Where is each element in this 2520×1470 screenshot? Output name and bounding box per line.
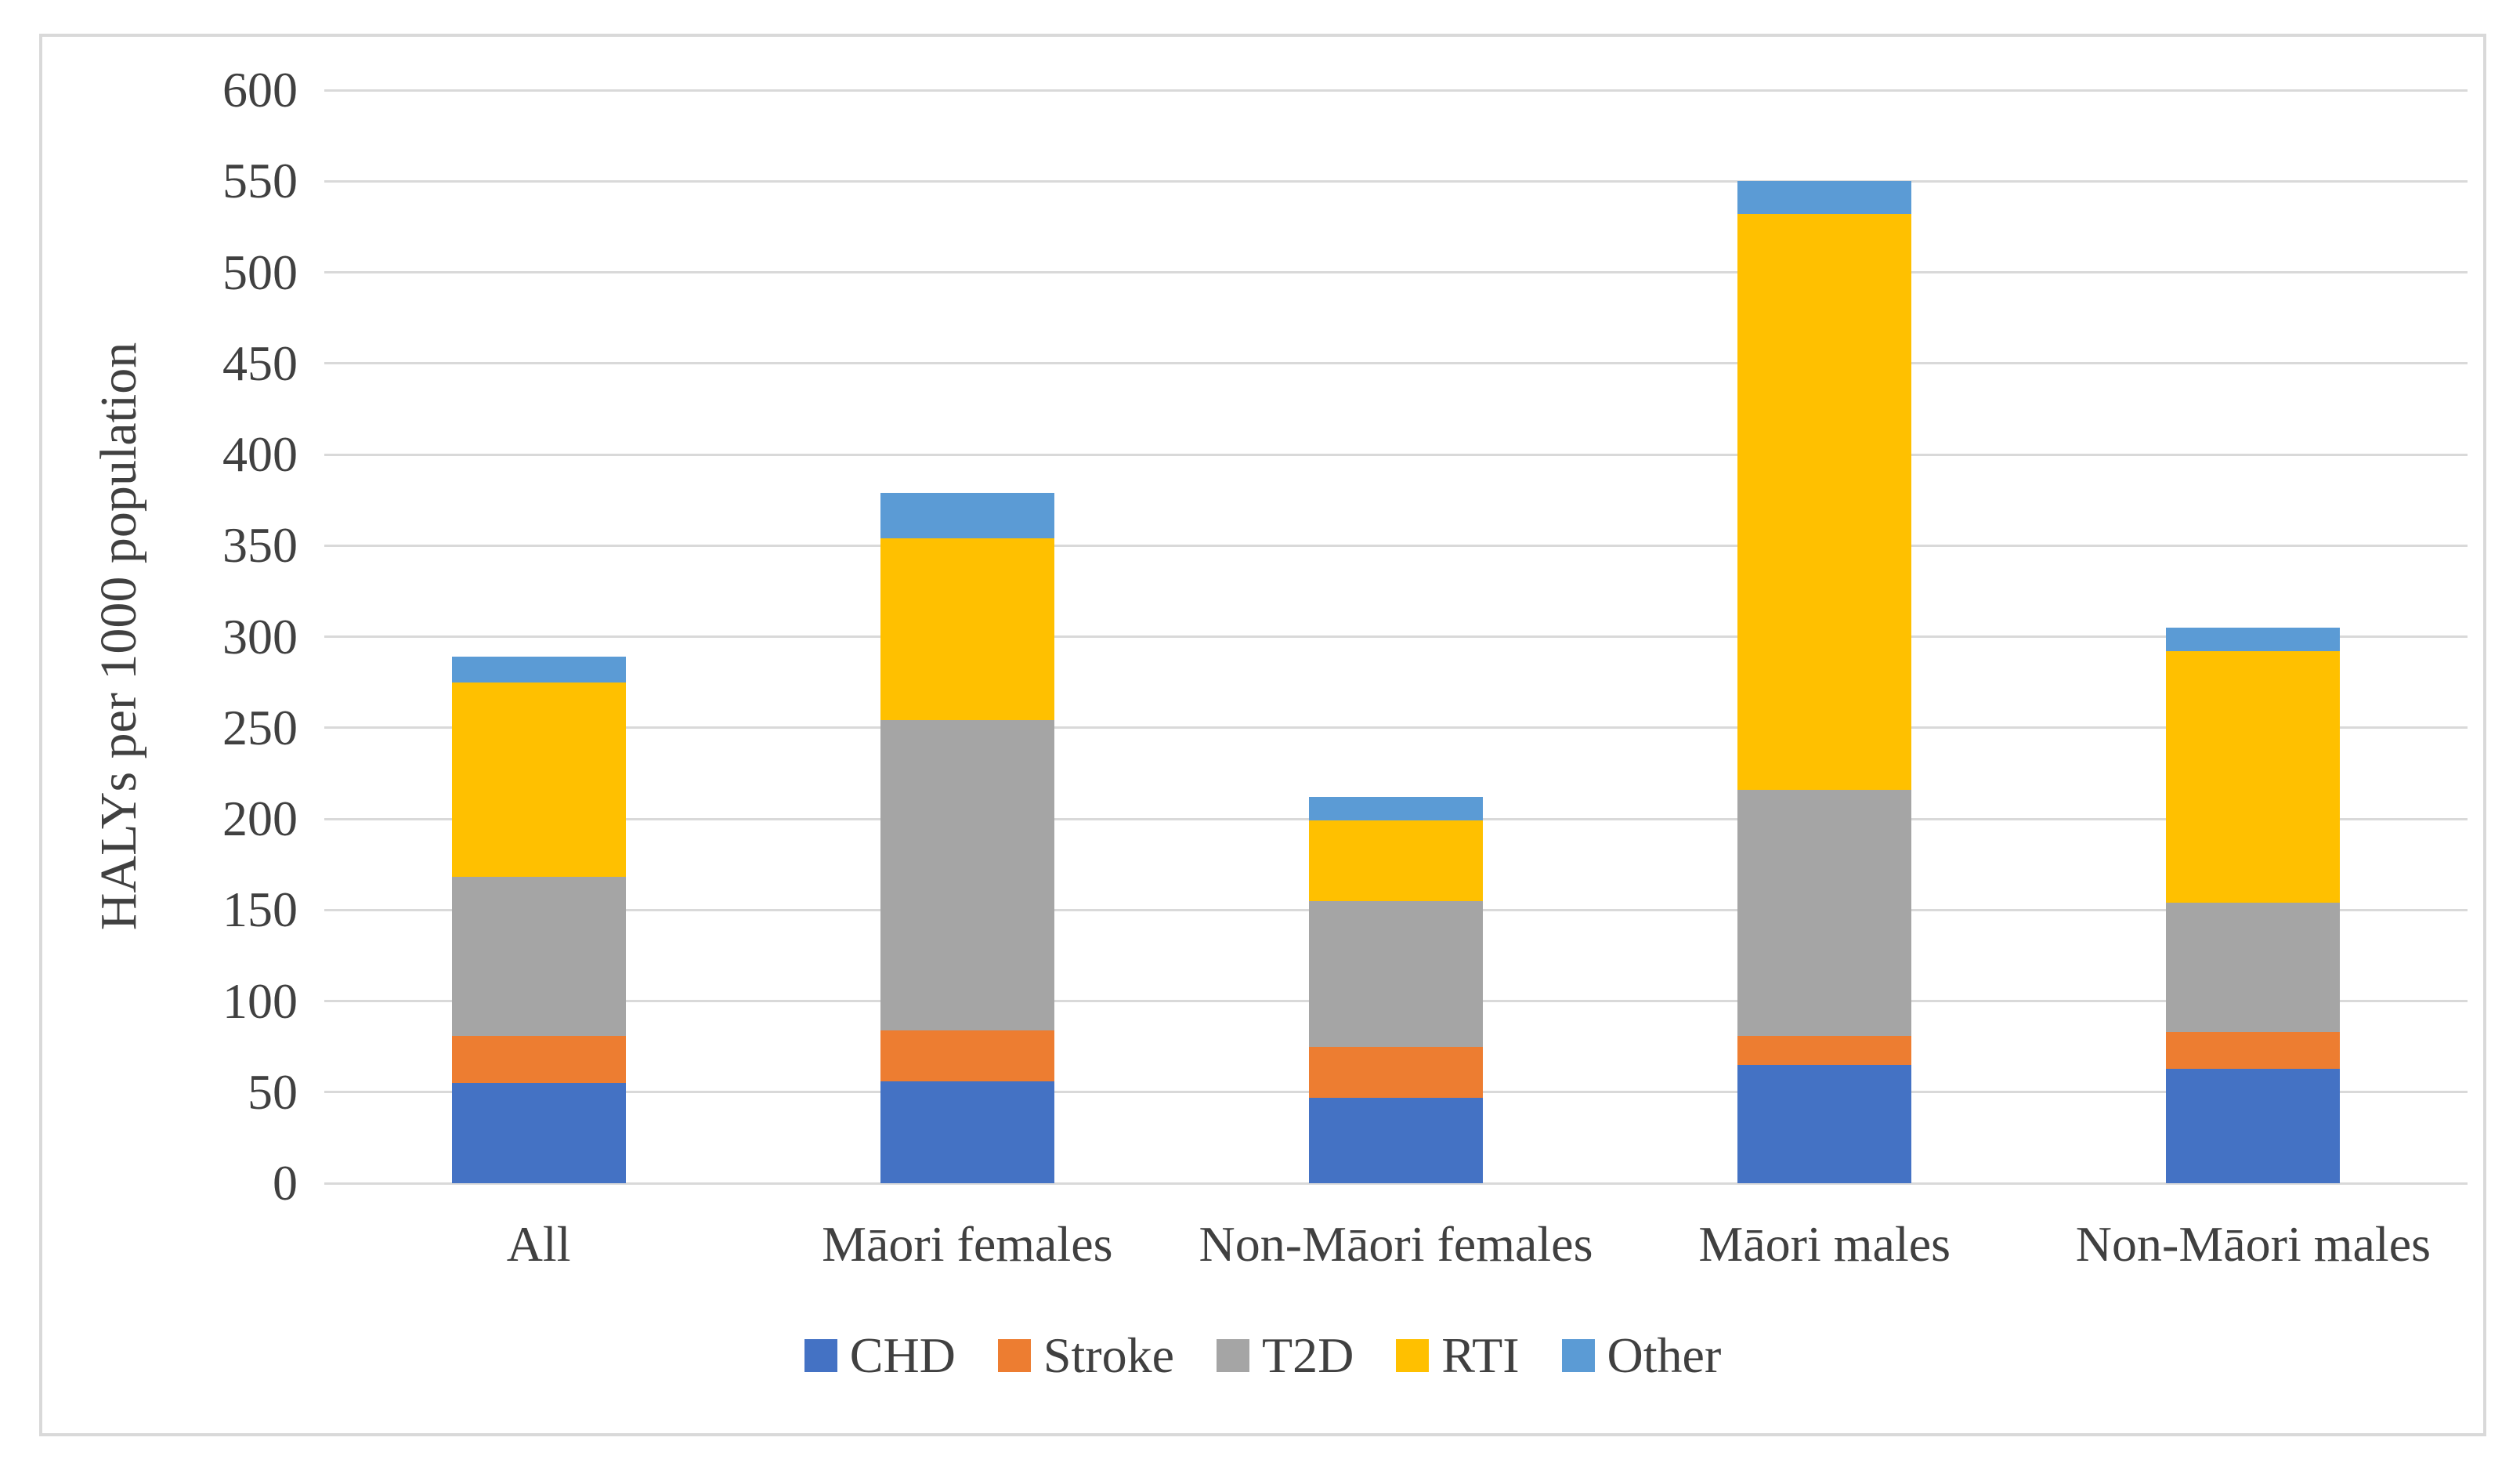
y-tick-label-300: 300 [222, 608, 298, 664]
chart-frame [39, 34, 2486, 1436]
gridline-500 [324, 271, 2468, 273]
legend-item-t2d: T2D [1216, 1327, 1354, 1385]
x-category-label-all: All [506, 1216, 571, 1272]
legend-label-t2d: T2D [1261, 1327, 1354, 1383]
y-tick-label-550: 550 [222, 153, 298, 209]
y-tick-label-200: 200 [222, 791, 298, 846]
legend-swatch-other [1561, 1339, 1595, 1372]
y-tick-label-0: 0 [273, 1155, 298, 1211]
bar-māori-females-chd [880, 1081, 1054, 1183]
y-tick-label-350: 350 [222, 517, 298, 574]
bar-non-māori-females-other [1309, 797, 1483, 821]
x-category-label-māori-males: Māori males [1698, 1216, 1951, 1272]
bar-non-māori-females-chd [1309, 1097, 1483, 1183]
y-tick-label-500: 500 [222, 244, 298, 300]
legend-swatch-t2d [1216, 1339, 1249, 1372]
x-category-label-non-māori-females: Non-Māori females [1199, 1216, 1593, 1272]
bar-māori-males-t2d [1737, 789, 1912, 1036]
legend-item-rti: RTI [1396, 1327, 1520, 1385]
bar-māori-males-stroke [1737, 1035, 1912, 1065]
x-category-label-non-māori-males: Non-Māori males [2075, 1216, 2431, 1272]
bar-non-māori-males-t2d [2166, 902, 2341, 1033]
gridline-600 [324, 89, 2468, 92]
legend-label-other: Other [1607, 1327, 1722, 1383]
gridline-450 [324, 362, 2468, 365]
gridline-350 [324, 544, 2468, 547]
bar-māori-females-stroke [880, 1030, 1054, 1081]
bar-all-chd [451, 1083, 626, 1183]
bar-māori-females-other [880, 492, 1054, 538]
gridline-300 [324, 635, 2468, 638]
bar-non-māori-males-stroke [2166, 1032, 2341, 1069]
bar-all-stroke [451, 1035, 626, 1084]
gridline-550 [324, 179, 2468, 183]
legend-label-rti: RTI [1441, 1327, 1520, 1383]
bar-all-rti [451, 682, 626, 878]
bar-non-māori-females-t2d [1309, 900, 1483, 1047]
x-category-label-māori-females: Māori females [822, 1216, 1113, 1272]
plot-area [324, 89, 2468, 1185]
bar-māori-females-t2d [880, 720, 1054, 1030]
gridline-400 [324, 453, 2468, 456]
legend-item-other: Other [1561, 1327, 1722, 1385]
y-tick-label-250: 250 [222, 699, 298, 755]
bar-māori-males-chd [1737, 1064, 1912, 1183]
bar-all-other [451, 657, 626, 682]
bar-māori-males-rti [1737, 214, 1912, 790]
bar-all-t2d [451, 877, 626, 1036]
legend: CHD Stroke T2D RTI Other [39, 1327, 2486, 1384]
legend-item-chd: CHD [804, 1327, 956, 1385]
gridline-250 [324, 726, 2468, 730]
bar-non-māori-males-other [2166, 627, 2341, 652]
y-tick-label-400: 400 [222, 426, 298, 482]
bar-non-māori-males-rti [2166, 651, 2341, 903]
y-tick-label-50: 50 [248, 1063, 298, 1120]
y-tick-label-450: 450 [222, 335, 298, 391]
bar-non-māori-females-stroke [1309, 1046, 1483, 1098]
gridline-0 [324, 1182, 2468, 1185]
legend-swatch-stroke [997, 1339, 1031, 1372]
legend-swatch-chd [804, 1339, 837, 1372]
y-tick-label-150: 150 [222, 882, 298, 938]
y-tick-label-100: 100 [222, 972, 298, 1029]
legend-label-chd: CHD [849, 1327, 956, 1383]
bar-māori-females-rti [880, 538, 1054, 721]
legend-swatch-rti [1396, 1339, 1430, 1372]
bar-non-māori-males-chd [2166, 1068, 2341, 1183]
bar-māori-males-other [1737, 181, 1912, 215]
legend-item-stroke: Stroke [997, 1327, 1174, 1385]
y-tick-label-600: 600 [222, 62, 298, 118]
legend-label-stroke: Stroke [1043, 1327, 1174, 1383]
bar-non-māori-females-rti [1309, 820, 1483, 901]
